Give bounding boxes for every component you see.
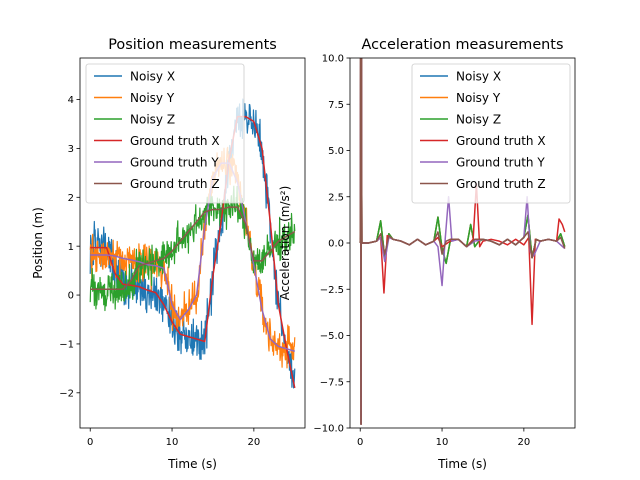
acceleration-x-tick-label: 10 — [436, 437, 449, 448]
position-x-tick-label: 0 — [87, 437, 93, 448]
position-x-tick-label: 20 — [247, 437, 260, 448]
acceleration-legend-label: Ground truth Y — [456, 156, 545, 170]
position-legend-label: Noisy X — [130, 70, 175, 84]
position-y-tick-label: 0 — [68, 291, 74, 302]
position-legend: Noisy X Noisy Y Noisy Z Ground truth X Groun… — [85, 63, 245, 204]
position-legend-label: Ground truth Z — [130, 177, 220, 191]
position-legend-box — [85, 63, 245, 204]
position-series-ground-truth-x — [90, 115, 296, 389]
position-y-tick-label: 4 — [68, 95, 74, 106]
position-series-ground-truth-z — [90, 206, 296, 290]
acceleration-y-tick-label: −2.5 — [320, 285, 344, 296]
position-x-tick-label: 10 — [166, 437, 179, 448]
acceleration-y-tick-label: 7.5 — [328, 100, 344, 111]
acceleration-legend-box — [411, 63, 571, 204]
acceleration-legend: Noisy X Noisy Y Noisy Z Ground truth X Groun… — [411, 63, 571, 204]
acceleration-legend-label: Noisy Z — [456, 113, 501, 127]
acceleration-y-ticks: −10.0 −7.5 −5.0 −2.5 0.0 2.5 5.0 7.5 10.0 — [313, 54, 350, 435]
position-y-tick-label: 1 — [68, 242, 74, 253]
acceleration-x-tick-label: 0 — [357, 437, 363, 448]
position-y-axis-label: Position (m) — [31, 207, 45, 279]
acceleration-y-tick-label: −10.0 — [313, 424, 344, 435]
position-y-tick-label: −2 — [59, 388, 74, 399]
acceleration-y-tick-label: 5.0 — [328, 146, 344, 157]
acceleration-legend-label: Noisy Y — [456, 91, 501, 105]
position-y-tick-label: 3 — [68, 144, 74, 155]
position-legend-label: Ground truth X — [130, 134, 220, 148]
acceleration-y-axis-label: Acceleration (m/s²) — [278, 186, 292, 301]
position-series-ground-truth-y — [90, 162, 295, 352]
position-y-tick-label: 2 — [68, 193, 74, 204]
acceleration-y-tick-label: 0.0 — [328, 239, 344, 250]
acceleration-y-tick-label: 2.5 — [328, 192, 344, 203]
acceleration-chart-title: Acceleration measurements — [362, 37, 564, 53]
acceleration-x-tick-label: 20 — [517, 437, 530, 448]
acceleration-legend-label: Noisy X — [456, 70, 501, 84]
position-legend-label: Noisy Z — [130, 113, 175, 127]
position-legend-label: Ground truth Y — [130, 156, 219, 170]
acceleration-legend-label: Ground truth X — [456, 134, 546, 148]
acceleration-x-ticks: 0 10 20 — [357, 428, 530, 448]
position-x-axis-label: Time (s) — [167, 457, 217, 471]
position-plot-frame — [79, 57, 306, 429]
acceleration-legend-label: Ground truth Z — [456, 177, 546, 191]
acceleration-y-tick-label: −7.5 — [320, 377, 344, 388]
position-chart-title: Position measurements — [108, 37, 277, 53]
acceleration-chart: Acceleration measurements 0 10 20 −10.0 −7.… — [278, 37, 576, 471]
acceleration-series-ground-truth-z — [359, 58, 566, 426]
position-chart: Position measurements 0 10 20 −2 −1 0 1 2 3 4 Ti… — [31, 37, 306, 471]
acceleration-x-axis-label: Time (s) — [437, 457, 487, 471]
position-y-tick-label: −1 — [59, 340, 74, 351]
acceleration-y-tick-label: −5.0 — [320, 331, 344, 342]
acceleration-y-tick-label: 10.0 — [322, 54, 344, 65]
position-y-ticks: −2 −1 0 1 2 3 4 — [59, 95, 80, 399]
position-x-ticks: 0 10 20 — [87, 428, 260, 448]
position-legend-label: Noisy Y — [130, 91, 175, 105]
position-series-group — [89, 98, 296, 389]
